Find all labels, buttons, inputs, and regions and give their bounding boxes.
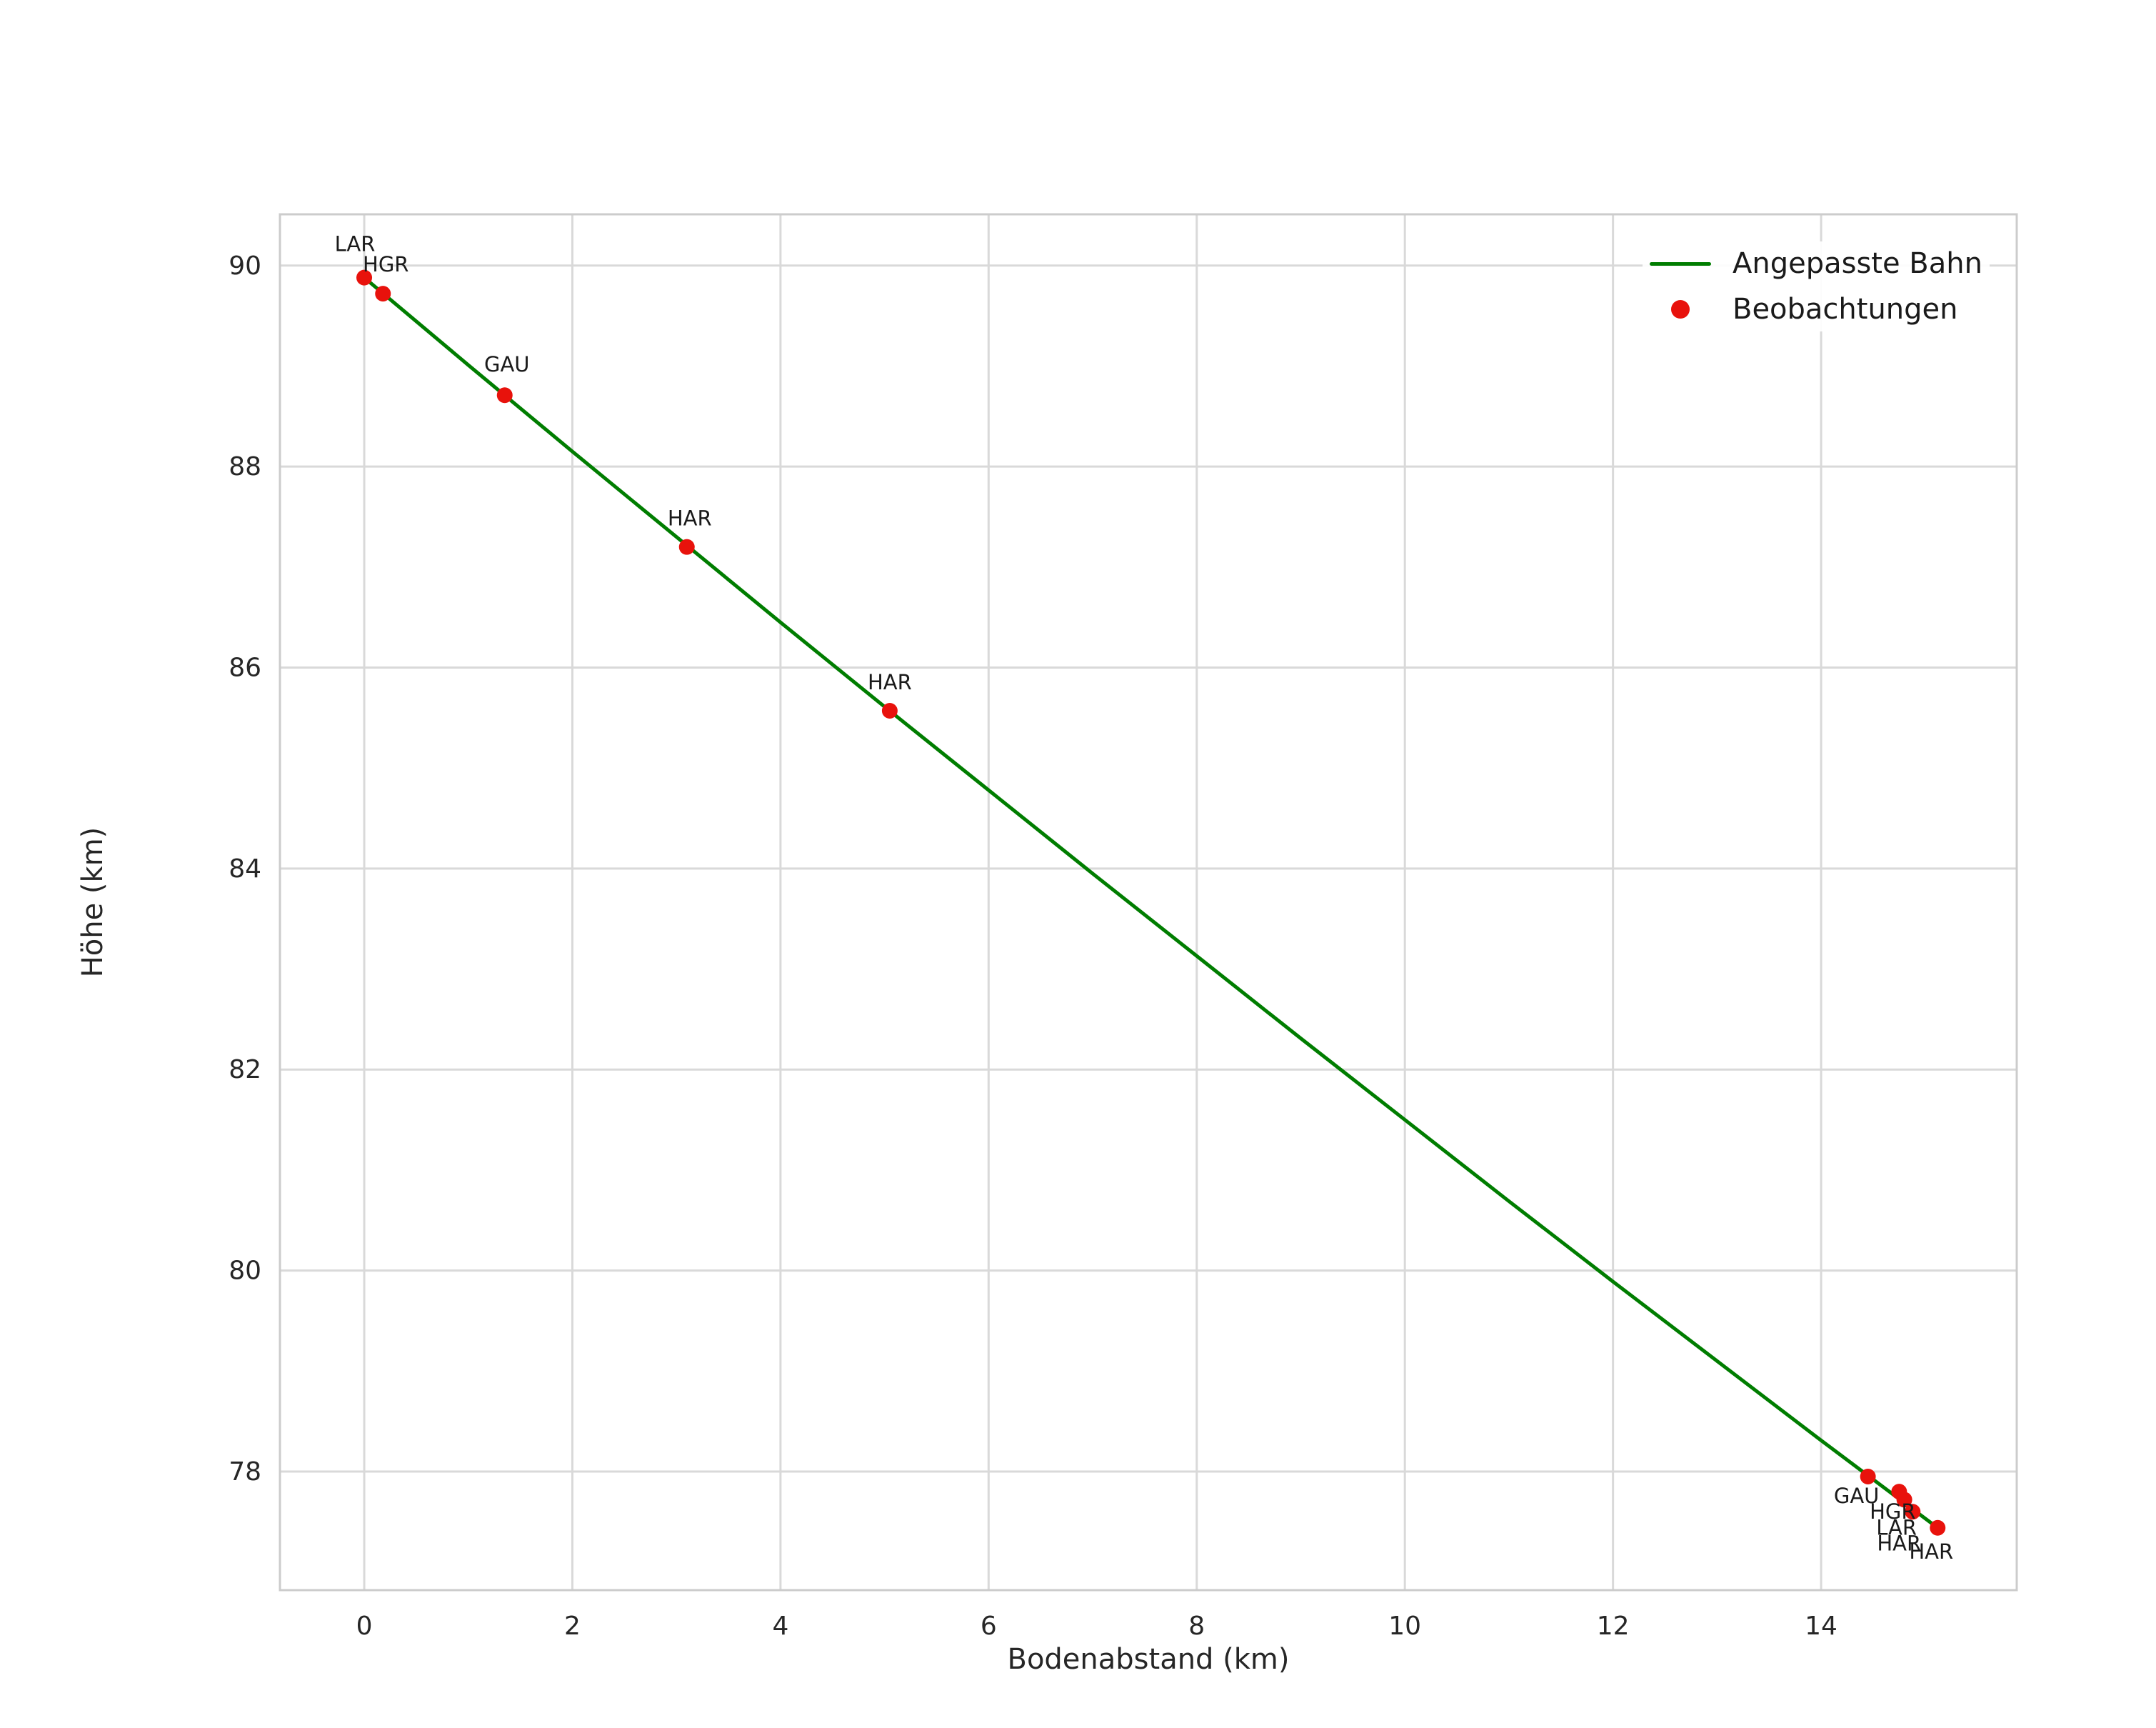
observation-point xyxy=(678,539,695,555)
y-axis-label: Höhe (km) xyxy=(76,826,109,978)
station-label: HGR xyxy=(363,252,408,276)
observation-point xyxy=(1930,1519,1946,1536)
plot-border xyxy=(279,213,2018,1592)
observation-point xyxy=(1905,1504,1921,1520)
station-label: LAR xyxy=(1876,1515,1917,1539)
legend-dot-sample xyxy=(1650,300,1711,319)
x-tick-label: 8 xyxy=(1188,1612,1205,1641)
legend-line-sample xyxy=(1650,261,1711,266)
observation-point xyxy=(496,387,513,404)
station-label: GAU xyxy=(484,352,530,376)
x-tick-label: 10 xyxy=(1388,1612,1421,1641)
station-label: HAR xyxy=(868,670,912,694)
station-label: HGR xyxy=(1870,1499,1915,1524)
y-tick-label: 90 xyxy=(229,251,261,281)
station-label: HAR xyxy=(1877,1531,1921,1555)
fitted-line xyxy=(362,276,1940,1530)
red-dot-icon xyxy=(1671,300,1690,319)
legend: Angepasste Bahn Beobachtungen xyxy=(1643,241,1990,331)
station-label: HAR xyxy=(668,506,712,531)
x-tick-label: 2 xyxy=(564,1612,581,1641)
x-tick-label: 12 xyxy=(1597,1612,1630,1641)
station-label: LAR xyxy=(335,232,376,256)
station-label: GAU xyxy=(1834,1484,1880,1508)
observation-point xyxy=(375,286,391,302)
x-tick-label: 6 xyxy=(981,1612,997,1641)
legend-label-fitted-line: Angepasste Bahn xyxy=(1733,247,1982,280)
observation-point xyxy=(1896,1492,1912,1508)
y-tick-label: 88 xyxy=(229,452,261,481)
y-tick-label: 86 xyxy=(229,653,261,682)
legend-item-observations: Beobachtungen xyxy=(1650,291,1982,327)
observation-point xyxy=(356,269,373,286)
legend-label-observations: Beobachtungen xyxy=(1733,293,1958,326)
y-tick-label: 84 xyxy=(229,854,261,884)
x-tick-label: 0 xyxy=(356,1612,373,1641)
x-axis-label: Bodenabstand (km) xyxy=(1007,1643,1290,1676)
observation-point xyxy=(1860,1469,1876,1485)
y-tick-label: 78 xyxy=(229,1457,261,1487)
y-tick-label: 82 xyxy=(229,1055,261,1084)
x-tick-label: 14 xyxy=(1805,1612,1837,1641)
legend-item-fitted-line: Angepasste Bahn xyxy=(1650,246,1982,281)
station-label: HAR xyxy=(1909,1539,1953,1564)
observation-point xyxy=(881,702,898,719)
x-tick-label: 4 xyxy=(772,1612,788,1641)
y-tick-label: 80 xyxy=(229,1257,261,1286)
green-line-icon xyxy=(1650,261,1711,266)
